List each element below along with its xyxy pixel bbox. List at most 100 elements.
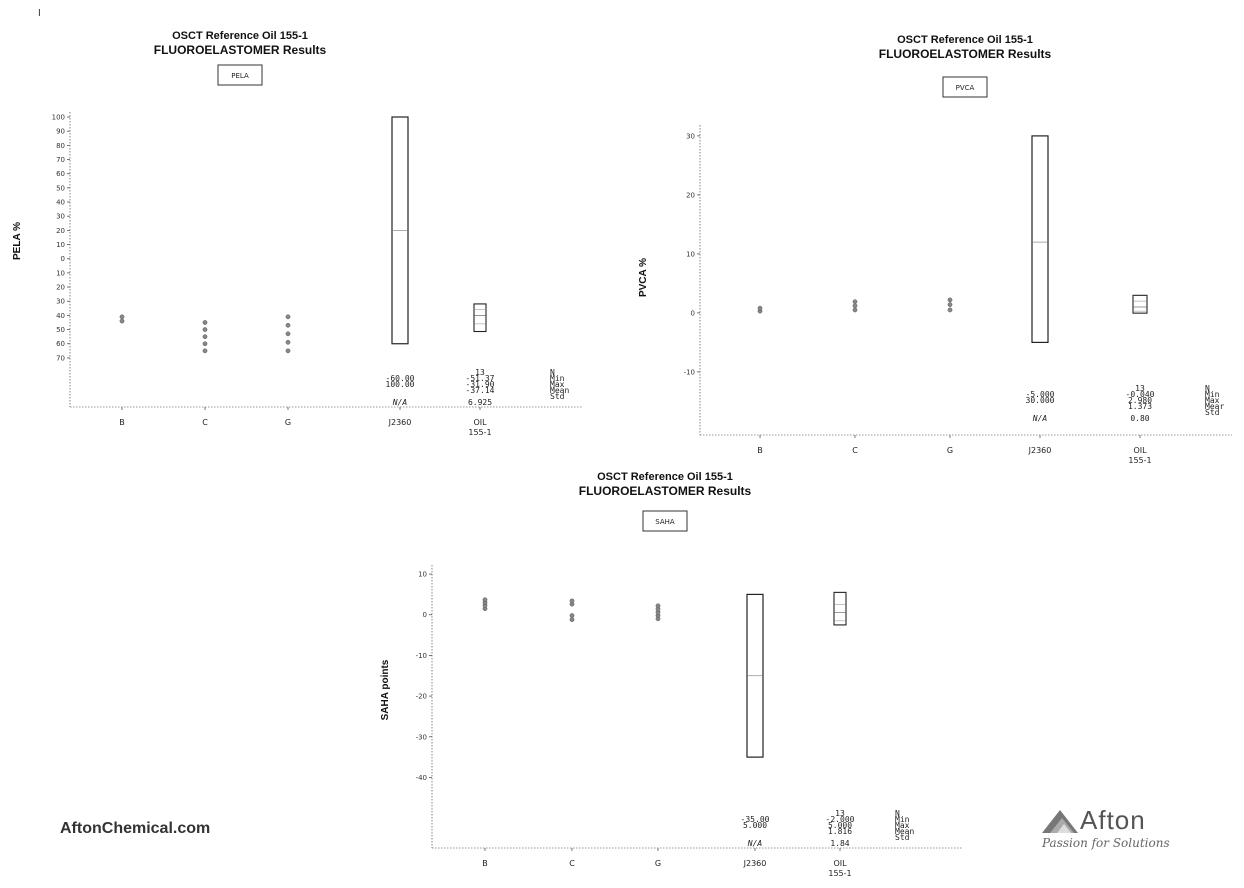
data-point-g: [286, 340, 290, 344]
data-point-g: [948, 308, 952, 312]
x-tick-label: C: [202, 418, 208, 427]
y-tick-label: 20: [56, 284, 65, 292]
oil-155-1-box: [474, 304, 486, 332]
data-point-c: [203, 320, 207, 324]
y-tick-label: 10: [56, 269, 65, 277]
x-tick-label: OIL: [473, 418, 487, 427]
logo-brand: Afton: [1080, 805, 1146, 836]
stat-value: N/A: [747, 839, 763, 848]
data-point-b: [483, 598, 487, 602]
y-tick-label: 40: [56, 312, 65, 320]
data-point-g: [656, 604, 660, 608]
corner-mark: I: [38, 8, 41, 19]
y-tick-label: 0: [61, 255, 65, 263]
chart-title-line1: OSCT Reference Oil 155-1: [897, 34, 1033, 46]
y-tick-label: 20: [56, 227, 65, 235]
y-tick-label: 70: [56, 354, 65, 362]
mountain-triangle-icon: [1040, 807, 1080, 835]
data-point-b: [120, 315, 124, 319]
x-tick-label: G: [285, 418, 291, 427]
x-tick-label: C: [569, 859, 575, 868]
data-point-c: [570, 613, 574, 617]
stat-label: Std: [1205, 408, 1220, 417]
chart-title-line1: OSCT Reference Oil 155-1: [597, 471, 733, 483]
stat-value: 6.925: [468, 398, 492, 407]
stat-label: Std: [550, 392, 565, 401]
stat-value: N/A: [392, 398, 408, 407]
x-tick-label: OIL: [833, 859, 847, 868]
y-tick-label: -20: [416, 693, 427, 701]
y-axis-label: PELA %: [12, 222, 23, 260]
chart-title-line2: FLUOROELASTOMER Results: [154, 43, 327, 57]
pvca-chart: OSCT Reference Oil 155-1 FLUOROELASTOMER …: [600, 25, 1240, 465]
y-tick-label: -40: [416, 774, 427, 782]
y-axis-label: SAHA points: [380, 659, 391, 720]
x-tick-label: B: [119, 418, 125, 427]
data-point-g: [948, 303, 952, 307]
data-point-c: [203, 335, 207, 339]
pela-svg: OSCT Reference Oil 155-1FLUOROELASTOMER …: [0, 25, 590, 465]
stat-value: 1.84: [830, 839, 849, 848]
y-tick-label: 40: [56, 199, 65, 207]
x-tick-label: B: [482, 859, 488, 868]
stat-value: 100.00: [386, 380, 415, 389]
stat-value: N/A: [1032, 414, 1048, 423]
x-tick-label: J2360: [1028, 446, 1052, 455]
y-tick-label: 70: [56, 156, 65, 164]
y-tick-label: -10: [684, 368, 695, 376]
y-tick-label: 30: [686, 132, 695, 140]
data-point-b: [120, 319, 124, 323]
x-tick-label: OIL: [1133, 446, 1147, 455]
chart-title-line1: OSCT Reference Oil 155-1: [172, 30, 308, 42]
x-tick-label: J2360: [388, 418, 412, 427]
y-tick-label: 0: [691, 309, 695, 317]
saha-chart: OSCT Reference Oil 155-1 FLUOROELASTOMER …: [370, 465, 970, 885]
data-point-c: [570, 618, 574, 622]
x-tick-label: G: [655, 859, 661, 868]
data-point-g: [286, 323, 290, 327]
x-tick-label: G: [947, 446, 953, 455]
x-tick-label: J2360: [743, 859, 767, 868]
data-point-c: [203, 327, 207, 331]
chart-title-line2: FLUOROELASTOMER Results: [879, 47, 1052, 61]
stat-value: 1.373: [1128, 402, 1152, 411]
y-axis-label: PVCA %: [638, 258, 649, 297]
y-tick-label: -10: [416, 652, 427, 660]
data-point-c: [203, 349, 207, 353]
website-text: AftonChemical.com: [60, 820, 210, 838]
data-point-b: [758, 306, 762, 310]
y-tick-label: 50: [56, 326, 65, 334]
y-tick-label: -30: [416, 733, 427, 741]
x-tick-label: 155-1: [1128, 456, 1151, 465]
logo-tagline: Passion for Solutions: [1042, 836, 1170, 850]
stat-label: Std: [895, 833, 910, 842]
y-tick-label: 30: [56, 213, 65, 221]
y-tick-label: 30: [56, 298, 65, 306]
property-label: PVCA: [956, 84, 975, 92]
data-point-c: [853, 304, 857, 308]
x-tick-label: B: [757, 446, 763, 455]
pela-chart: OSCT Reference Oil 155-1 FLUOROELASTOMER …: [0, 25, 590, 465]
data-point-c: [853, 308, 857, 312]
stat-value: 0.80: [1130, 414, 1149, 423]
y-tick-label: 90: [56, 128, 65, 136]
y-tick-label: 60: [56, 170, 65, 178]
stat-value: 30.000: [1026, 396, 1055, 405]
stat-value: 1.816: [828, 827, 852, 836]
oil-155-1-box: [834, 592, 846, 625]
data-point-g: [286, 315, 290, 319]
y-tick-label: 50: [56, 184, 65, 192]
y-tick-label: 60: [56, 340, 65, 348]
property-label: SAHA: [655, 518, 675, 526]
y-tick-label: 20: [686, 191, 695, 199]
data-point-g: [286, 332, 290, 336]
data-point-c: [203, 342, 207, 346]
saha-svg: OSCT Reference Oil 155-1FLUOROELASTOMER …: [370, 465, 970, 885]
data-point-g: [948, 298, 952, 302]
chart-title-line2: FLUOROELASTOMER Results: [579, 484, 752, 498]
stat-value: 5.000: [743, 821, 767, 830]
y-tick-label: 10: [56, 241, 65, 249]
stat-value: -37.14: [466, 386, 495, 395]
x-tick-label: C: [852, 446, 858, 455]
y-tick-label: 10: [686, 250, 695, 258]
